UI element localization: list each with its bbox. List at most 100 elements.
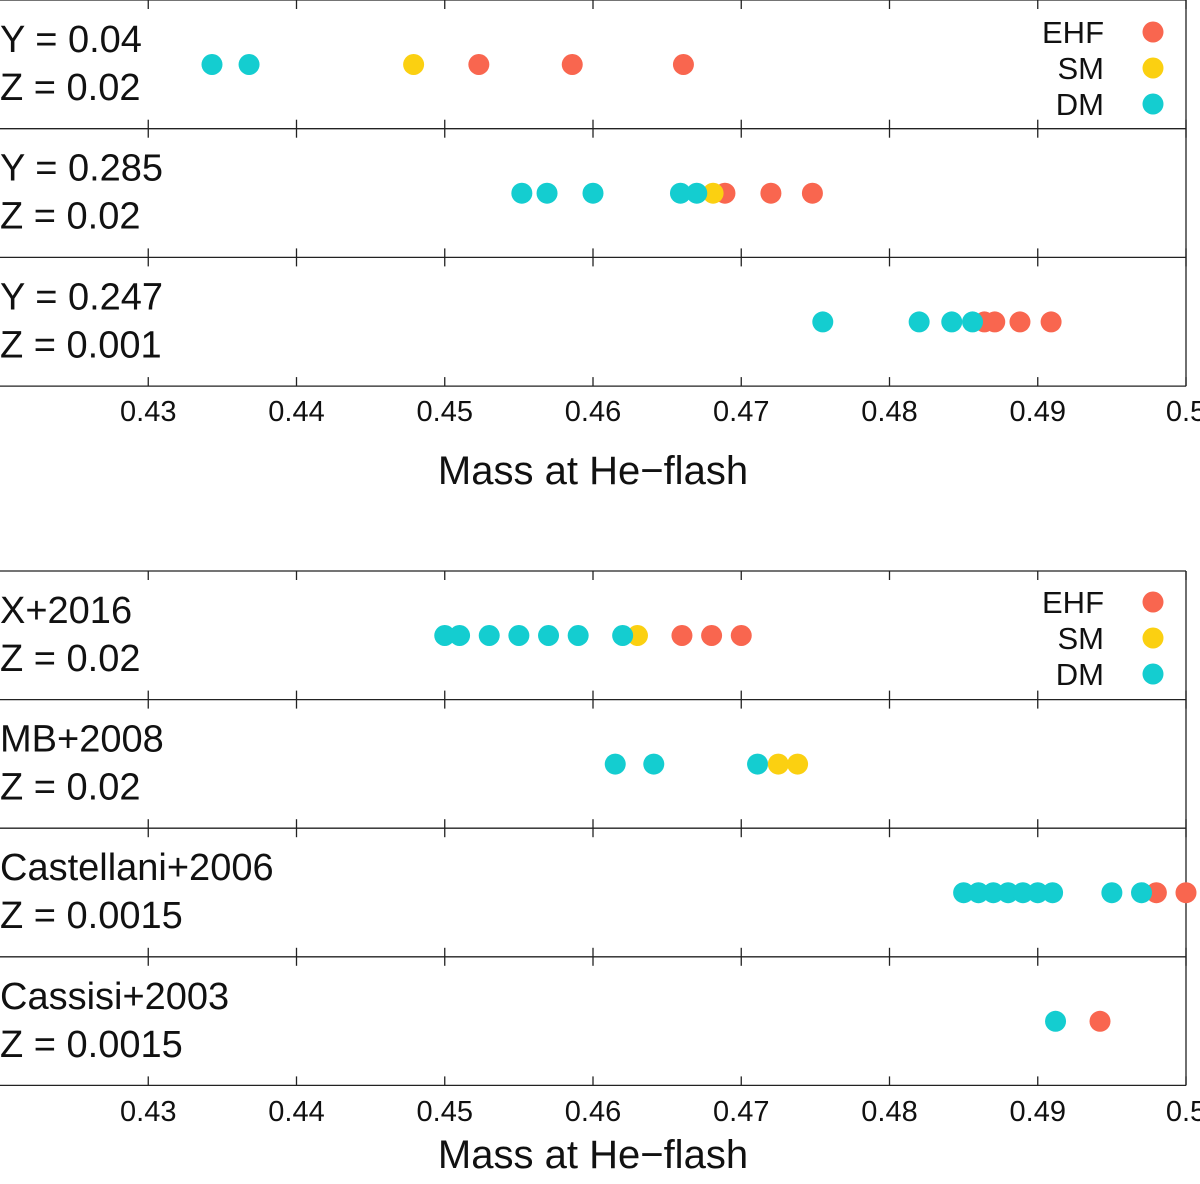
legend-label-sm: SM xyxy=(1058,621,1105,656)
point-ehf xyxy=(671,625,693,646)
point-dm xyxy=(1012,882,1034,904)
point-dm xyxy=(1045,1010,1067,1032)
legend-marker-dm xyxy=(1142,93,1164,115)
x-tick-label: 0.43 xyxy=(120,396,176,428)
point-dm xyxy=(669,182,691,204)
point-dm xyxy=(962,311,984,333)
row-3: Castellani+2006 Z = 0.0015 xyxy=(0,847,1197,937)
row-3: Y = 0.247 Z = 0.001 xyxy=(0,276,1062,366)
x-tick-label: 0.47 xyxy=(713,396,769,428)
point-ehf xyxy=(730,625,752,646)
point-ehf xyxy=(1040,311,1062,333)
point-dm xyxy=(434,625,456,646)
x-tick-label: 0.44 xyxy=(268,1096,324,1128)
legend-label-sm: SM xyxy=(1058,51,1105,86)
x-tick-label: 0.45 xyxy=(417,396,473,428)
point-sm xyxy=(767,753,789,775)
chart-2: 0.43 0.44 0.45 0.46 0.47 0.48 0.49 0.5 Mass at H… xyxy=(0,570,1200,1177)
point-ehf xyxy=(801,182,823,204)
row-label-primary: Y = 0.04 xyxy=(0,19,142,61)
point-dm xyxy=(1042,882,1064,904)
point-dm xyxy=(536,182,558,204)
legend-marker-sm xyxy=(1142,627,1164,649)
point-dm xyxy=(201,54,223,75)
row-label-primary: Y = 0.247 xyxy=(0,276,163,318)
row-label-metallicity: Z = 0.001 xyxy=(0,324,162,366)
point-ehf xyxy=(701,625,723,646)
row-1: Y = 0.04 Z = 0.02 xyxy=(0,19,694,109)
row-4: Cassisi+2003 Z = 0.0015 xyxy=(0,976,1111,1066)
legend-marker-sm xyxy=(1142,57,1164,79)
x-tick-label: 0.46 xyxy=(565,396,621,428)
row-label-metallicity: Z = 0.02 xyxy=(0,67,140,109)
point-dm xyxy=(812,311,834,333)
point-sm xyxy=(403,54,425,75)
x-tick-label: 0.49 xyxy=(1010,396,1066,428)
chart-1: 0.43 0.44 0.45 0.46 0.47 0.48 0.49 0.5 Mass at H… xyxy=(0,0,1200,493)
row-1: X+2016 Z = 0.02 xyxy=(0,590,752,680)
point-ehf xyxy=(1089,1010,1111,1032)
x-tick-label: 0.45 xyxy=(417,1096,473,1128)
legend-label-ehf: EHF xyxy=(1042,585,1104,620)
point-dm xyxy=(604,753,626,775)
point-ehf xyxy=(672,54,694,75)
point-dm xyxy=(1027,882,1049,904)
row-label-metallicity: Z = 0.02 xyxy=(0,638,140,680)
point-dm xyxy=(582,182,604,204)
x-tick-label: 0.5 xyxy=(1166,1096,1200,1128)
point-sm xyxy=(787,753,809,775)
legend-marker-ehf xyxy=(1142,21,1164,43)
row-label-primary: Cassisi+2003 xyxy=(0,976,229,1018)
row-label-primary: X+2016 xyxy=(0,590,132,632)
row-label-metallicity: Z = 0.02 xyxy=(0,196,140,238)
x-tick-label: 0.5 xyxy=(1166,396,1200,428)
x-tick-label: 0.43 xyxy=(120,1096,176,1128)
point-ehf xyxy=(1145,882,1167,904)
x-tick-label: 0.48 xyxy=(861,1096,917,1128)
point-dm xyxy=(967,882,989,904)
point-dm xyxy=(908,311,930,333)
point-dm xyxy=(1101,882,1123,904)
point-dm xyxy=(747,753,769,775)
row-label-metallicity: Z = 0.0015 xyxy=(0,895,183,937)
point-dm xyxy=(449,625,471,646)
row-label-primary: Y = 0.285 xyxy=(0,148,163,190)
point-dm xyxy=(508,625,530,646)
point-dm xyxy=(1131,882,1153,904)
point-dm xyxy=(612,625,634,646)
point-dm xyxy=(686,182,708,204)
point-sm xyxy=(702,182,724,204)
legend-label-dm: DM xyxy=(1056,87,1104,122)
x-tick-label: 0.49 xyxy=(1010,1096,1066,1128)
x-axis-title: Mass at He−flash xyxy=(438,1133,748,1177)
row-2: MB+2008 Z = 0.02 xyxy=(0,719,809,809)
x-tick-label: 0.47 xyxy=(713,1096,769,1128)
row-2: Y = 0.285 Z = 0.02 xyxy=(0,148,823,238)
point-dm xyxy=(982,882,1004,904)
x-axis-title: Mass at He−flash xyxy=(438,449,748,493)
point-ehf xyxy=(760,182,782,204)
point-dm xyxy=(538,625,560,646)
row-label-metallicity: Z = 0.0015 xyxy=(0,1024,183,1066)
legend-label-dm: DM xyxy=(1056,657,1104,692)
legend-marker-dm xyxy=(1142,663,1164,685)
row-label-primary: Castellani+2006 xyxy=(0,847,274,889)
point-ehf xyxy=(468,54,490,75)
legend-marker-ehf xyxy=(1142,591,1164,613)
row-label-metallicity: Z = 0.02 xyxy=(0,767,140,809)
point-dm xyxy=(997,882,1019,904)
row-label-primary: MB+2008 xyxy=(0,719,164,761)
point-dm xyxy=(941,311,963,333)
point-ehf xyxy=(561,54,583,75)
point-ehf xyxy=(1009,311,1031,333)
point-dm xyxy=(511,182,533,204)
point-dm xyxy=(643,753,665,775)
point-ehf xyxy=(1175,882,1197,904)
point-dm xyxy=(238,54,260,75)
point-sm xyxy=(626,625,648,646)
x-tick-label: 0.46 xyxy=(565,1096,621,1128)
